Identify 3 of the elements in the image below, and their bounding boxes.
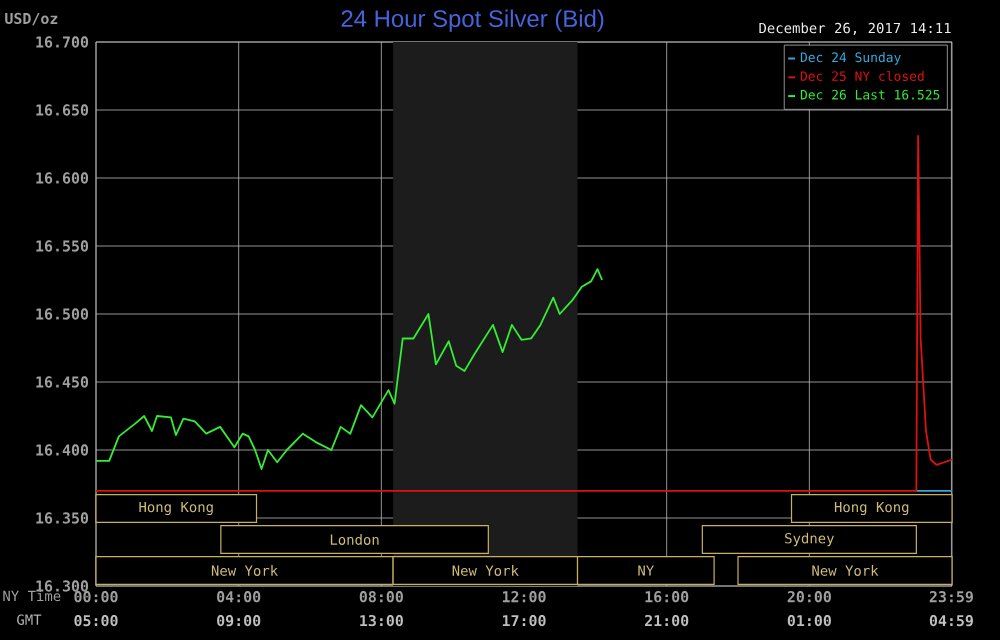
line-series — [95, 268, 604, 470]
line-series — [95, 134, 953, 492]
chart-title: 24 Hour Spot Silver (Bid) — [341, 9, 604, 32]
